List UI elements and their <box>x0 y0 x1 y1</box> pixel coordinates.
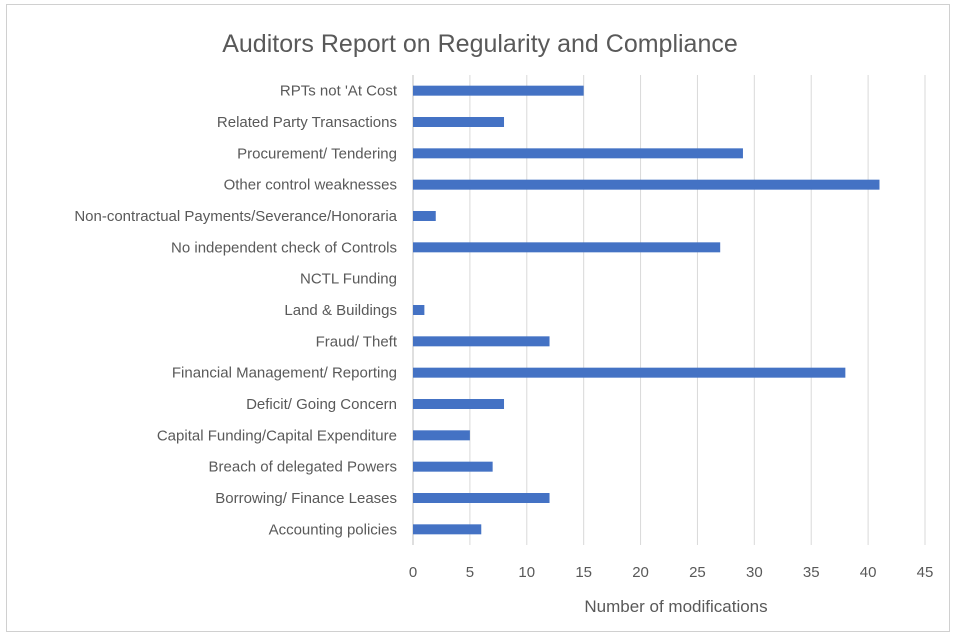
category-label: Financial Management/ Reporting <box>172 365 397 382</box>
x-tick-label: 35 <box>803 564 820 581</box>
x-tick-labels: 0 5 10 15 20 25 30 35 40 45 <box>409 564 934 581</box>
bar <box>413 148 743 159</box>
x-tick-label: 40 <box>860 564 877 581</box>
category-label: Accounting policies <box>269 521 397 538</box>
category-label: RPTs not 'At Cost <box>280 83 398 100</box>
bar <box>413 242 721 253</box>
category-label: Deficit/ Going Concern <box>246 396 397 413</box>
bar <box>413 367 846 378</box>
x-tick-label: 10 <box>518 564 535 581</box>
category-labels: RPTs not 'At Cost Related Party Transacti… <box>74 83 397 539</box>
chart-title: Auditors Report on Regularity and Compli… <box>222 30 738 58</box>
x-tick-label: 5 <box>466 564 474 581</box>
category-label: NCTL Funding <box>300 271 397 288</box>
bar <box>413 524 482 535</box>
bar <box>413 461 493 472</box>
category-label: Fraud/ Theft <box>316 333 398 350</box>
bar <box>413 430 470 441</box>
bars <box>413 85 880 535</box>
x-tick-label: 0 <box>409 564 417 581</box>
x-tick-label: 20 <box>632 564 649 581</box>
category-label: Non-contractual Payments/Severance/Honor… <box>74 208 397 225</box>
x-tick-label: 15 <box>575 564 592 581</box>
x-axis-label: Number of modifications <box>584 597 767 616</box>
category-label: Capital Funding/Capital Expenditure <box>157 427 397 444</box>
x-tick-label: 25 <box>689 564 706 581</box>
bar <box>413 85 584 96</box>
x-tick-label: 30 <box>746 564 763 581</box>
bar <box>413 179 880 190</box>
category-label: Borrowing/ Finance Leases <box>215 490 397 507</box>
gridlines <box>412 75 926 545</box>
bar <box>413 117 505 127</box>
bar <box>413 211 436 221</box>
category-label: Procurement/ Tendering <box>237 145 397 162</box>
category-label: Land & Buildings <box>284 302 397 319</box>
category-label: Breach of delegated Powers <box>209 459 397 476</box>
bar <box>413 305 425 315</box>
x-tick-label: 45 <box>917 564 934 581</box>
category-label: Other control weaknesses <box>224 177 397 194</box>
category-label: No independent check of Controls <box>171 239 397 256</box>
bar <box>413 336 550 347</box>
bar <box>413 493 550 503</box>
bar <box>413 399 505 409</box>
category-label: Related Party Transactions <box>217 114 397 131</box>
